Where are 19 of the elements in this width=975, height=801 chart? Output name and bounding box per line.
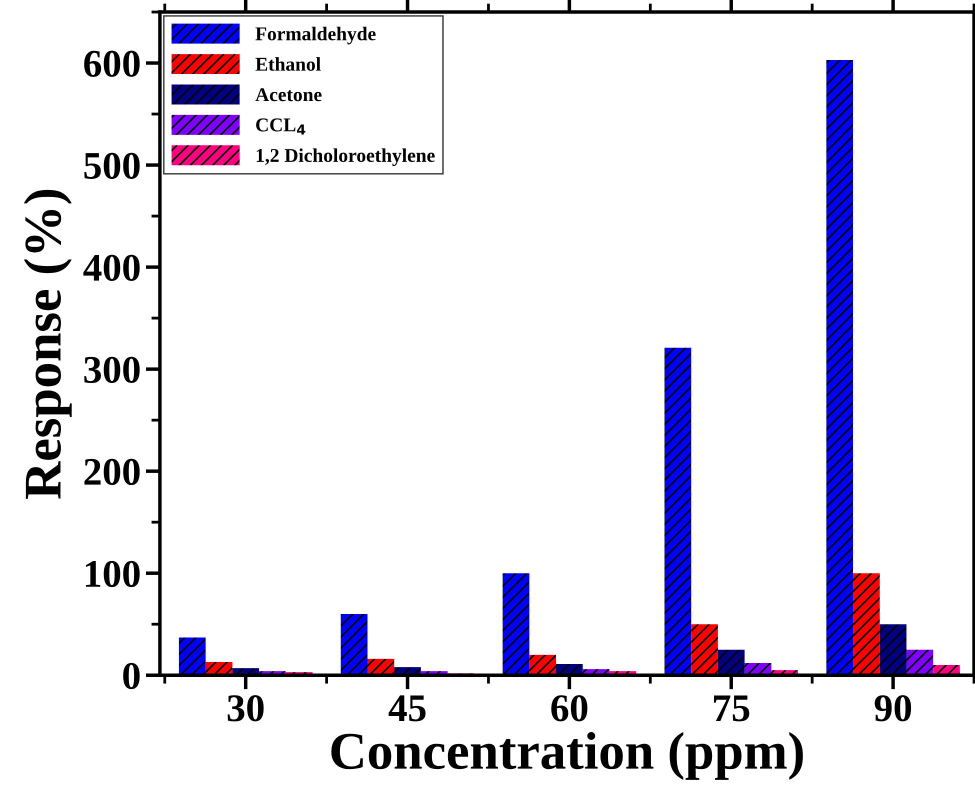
x-tick-label: 90 xyxy=(874,695,912,722)
legend-label: Acetone xyxy=(255,88,322,102)
x-tick-label: 75 xyxy=(714,696,750,722)
legend-label: Formaldehyde xyxy=(256,26,376,44)
x-tick-label: 60 xyxy=(551,695,588,722)
y-tick-label: 300 xyxy=(84,356,140,384)
legend-label: 1,2 Dicholoroethylene xyxy=(256,148,435,166)
y-tick-label: 400 xyxy=(83,254,140,281)
legend-label: CCL$_{4}$ xyxy=(256,118,306,134)
y-tick-label: 200 xyxy=(84,458,140,486)
y-tick-label: 500 xyxy=(84,152,140,179)
legend-label: Ethanol xyxy=(256,57,321,71)
y-tick-label: 600 xyxy=(84,50,140,77)
x-tick-label: 30 xyxy=(228,695,264,722)
y-tick-label: 100 xyxy=(86,560,140,588)
y-tick-label: 0 xyxy=(123,662,140,690)
y-axis-title: Response (%) xyxy=(24,190,72,499)
x-axis-title: Concentration (ppm) xyxy=(331,732,803,780)
x-tick-label: 45 xyxy=(388,695,426,722)
